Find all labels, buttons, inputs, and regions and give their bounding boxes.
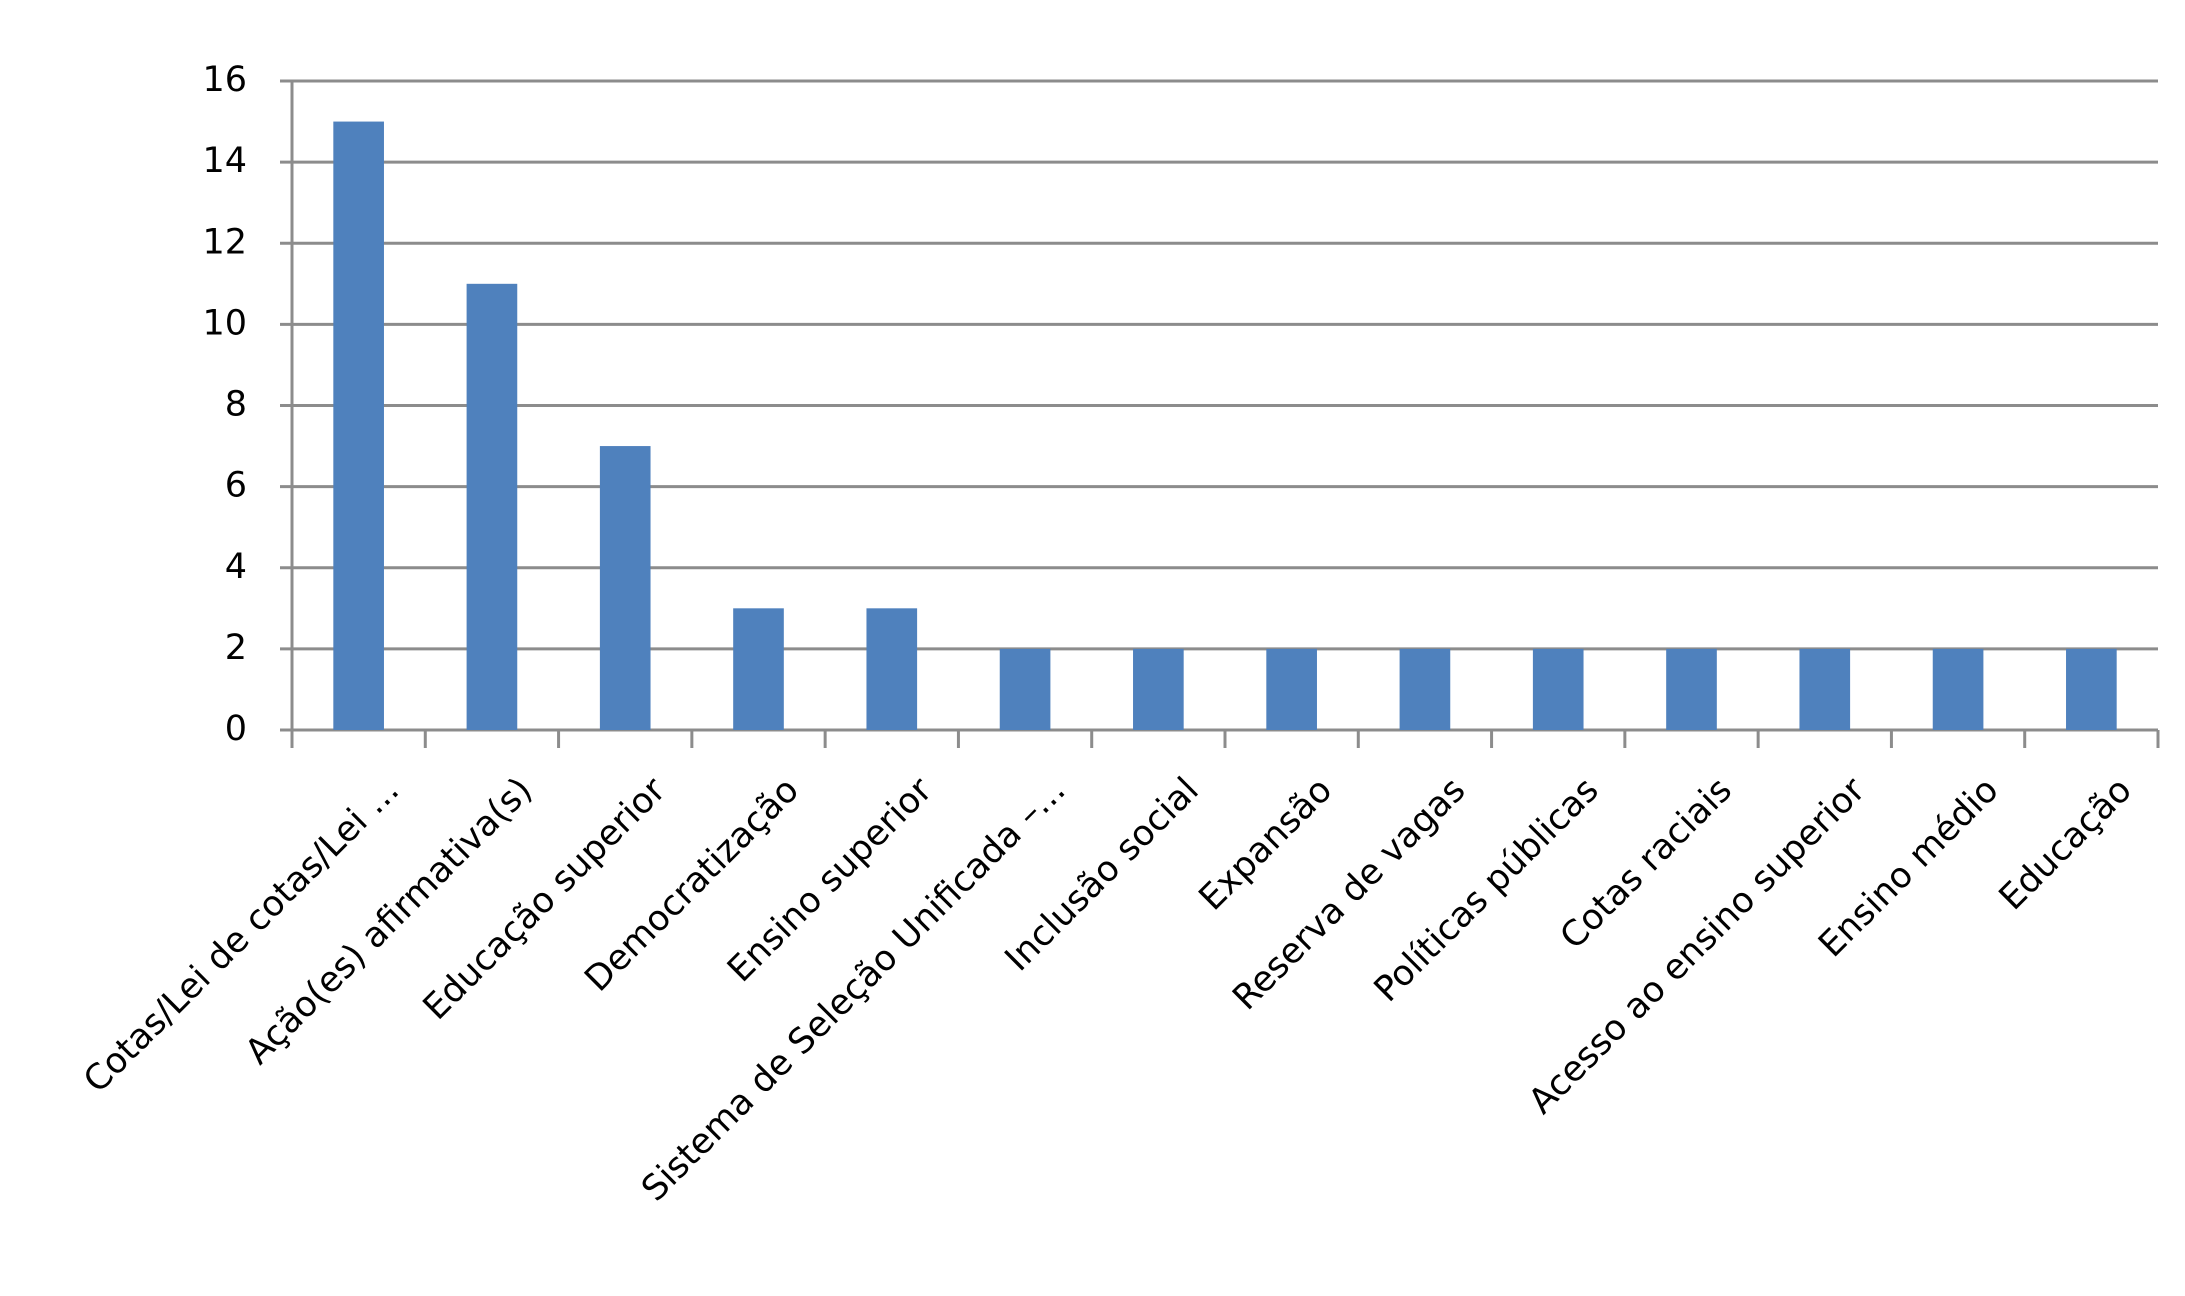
bar	[466, 283, 518, 730]
bar	[866, 608, 918, 730]
bar	[599, 446, 651, 730]
x-tick-label: Políticas públicas	[1367, 770, 1607, 1010]
y-tick-label: 14	[202, 141, 247, 181]
y-tick-label: 4	[225, 547, 247, 587]
bar	[333, 121, 384, 730]
x-tick-label: Reserva de vagas	[1225, 770, 1473, 1018]
bar	[1532, 648, 1584, 730]
y-tick-label: 0	[225, 709, 247, 749]
bar	[1932, 648, 1984, 730]
x-tick-label: Educação	[1992, 770, 2140, 918]
bar	[999, 648, 1051, 730]
y-tick-label: 8	[225, 385, 247, 425]
bar	[1266, 648, 1317, 730]
y-tick-label: 2	[225, 628, 247, 668]
y-tick-label: 16	[202, 60, 247, 100]
bar	[1799, 648, 1851, 730]
bar	[733, 608, 784, 730]
y-tick-label: 12	[202, 222, 247, 262]
bar	[2066, 648, 2117, 730]
x-tick-label: Educação superior	[416, 770, 674, 1028]
bar	[1666, 648, 1717, 730]
y-tick-label: 10	[202, 303, 247, 343]
y-tick-label: 6	[225, 466, 247, 506]
bar	[1133, 648, 1184, 730]
bar	[1399, 648, 1451, 730]
